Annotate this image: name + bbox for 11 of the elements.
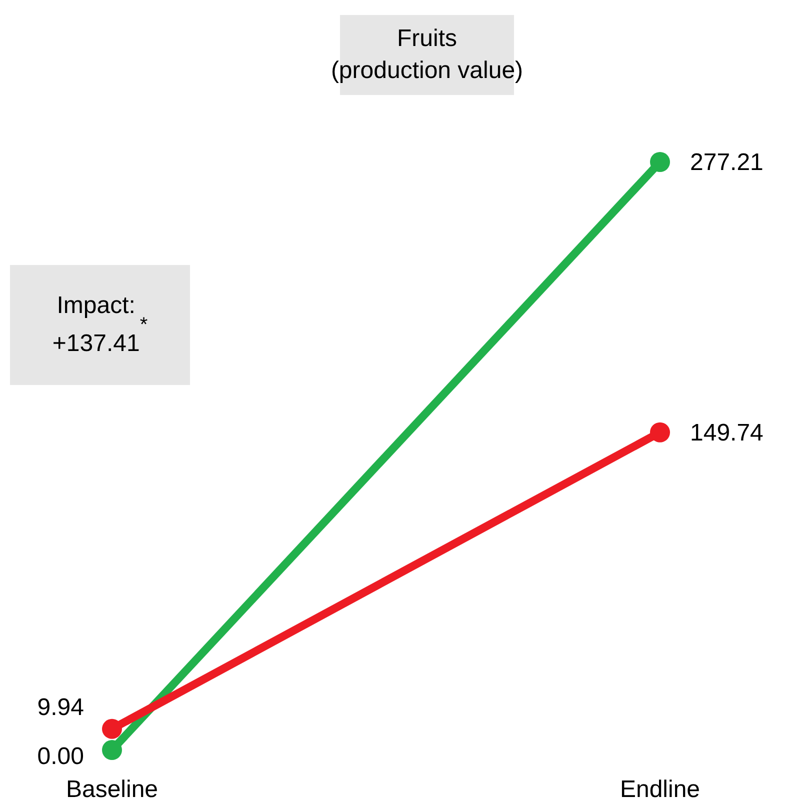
point <box>650 422 670 442</box>
data-label: 0.00 <box>37 743 84 770</box>
chart-title: Fruits (production value) <box>330 24 524 86</box>
point <box>102 740 122 760</box>
point <box>102 718 122 739</box>
data-label: 9.94 <box>37 694 84 721</box>
data-label: 149.74 <box>690 419 764 446</box>
point <box>650 152 670 172</box>
data-label: 277.21 <box>690 149 764 176</box>
x-tick-label: Baseline <box>66 776 158 804</box>
x-tick-label: Endline <box>620 776 700 804</box>
